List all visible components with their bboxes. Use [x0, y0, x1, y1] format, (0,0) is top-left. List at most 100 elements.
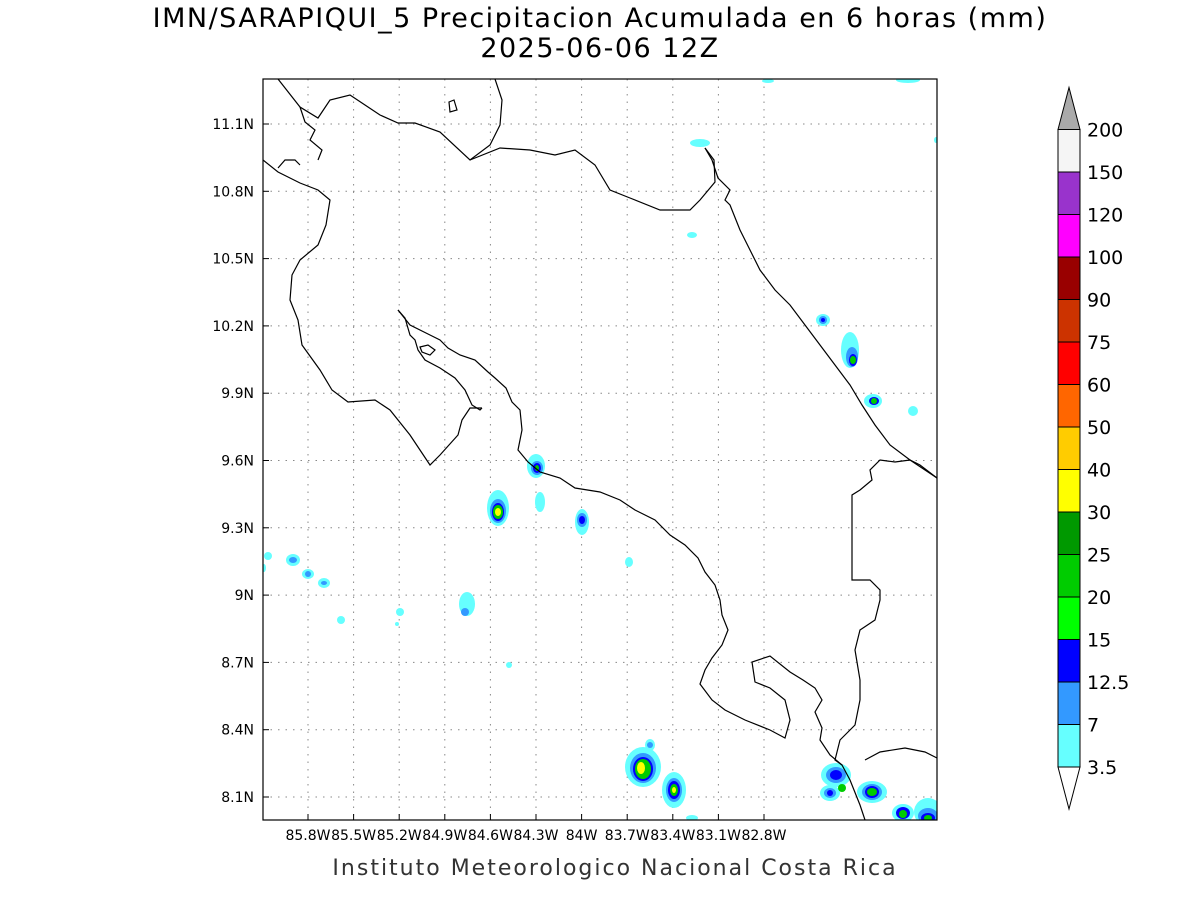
colorbar-level-label: 150 [1087, 162, 1123, 184]
y-tick-label: 9.3N [221, 521, 254, 537]
precip-area [289, 557, 297, 563]
precip-area [535, 492, 545, 512]
precip-area [637, 762, 645, 774]
colorbar-swatch [1057, 511, 1081, 555]
colorbar-level-label: 15 [1087, 630, 1111, 652]
precip-area [337, 616, 345, 624]
colorbar-level-label: 200 [1087, 120, 1123, 142]
colorbar-level-label: 100 [1087, 247, 1123, 269]
colorbar-swatch [1057, 129, 1081, 173]
precip-area [690, 139, 710, 147]
credit-text: Instituto Meteorologico Nacional Costa R… [332, 856, 898, 881]
y-tick-label: 10.5N [212, 252, 254, 268]
x-tick-label: 84.9W [422, 828, 467, 844]
coast-pacific-central [397, 309, 866, 820]
colorbar-max-arrow [1057, 85, 1081, 130]
colorbar-swatch [1057, 299, 1081, 343]
precip-area [908, 406, 918, 416]
x-tick-label: 84.6W [468, 828, 513, 844]
x-tick-label: 85.8W [285, 828, 330, 844]
precip-area [686, 815, 698, 820]
map-title: IMN/SARAPIQUI_5 Precipitacion Acumulada … [152, 3, 1048, 34]
coastline-north [277, 79, 503, 161]
colorbar-level-label: 20 [1087, 587, 1111, 609]
colorbar-swatch [1057, 214, 1081, 258]
x-tick-label: 84W [566, 828, 598, 844]
y-tick-label: 10.8N [212, 184, 254, 200]
x-tick-label: 83.4W [650, 828, 695, 844]
colorbar-swatch [1057, 554, 1081, 598]
map-subtitle-datetime: 2025-06-06 12Z [480, 33, 720, 64]
border-panama [834, 459, 937, 766]
precip-area [871, 398, 877, 404]
gulf-nicoya [397, 309, 483, 411]
chira-island [419, 344, 436, 356]
small-island-north [448, 99, 458, 113]
colorbar-swatch [1057, 469, 1081, 513]
precip-area [395, 622, 399, 626]
precip-area [495, 508, 501, 516]
precip-area [687, 232, 697, 238]
colorbar-swatch [1057, 171, 1081, 215]
y-tick-label: 10.2N [212, 319, 254, 335]
colorbar-level-label: 7 [1087, 715, 1099, 737]
precip-area [396, 608, 404, 616]
colorbar-level-label: 60 [1087, 375, 1111, 397]
precip-area [762, 79, 774, 83]
precip-area [934, 137, 937, 143]
colorbar-swatch [1057, 639, 1081, 683]
colorbar-swatch [1057, 596, 1081, 640]
precip-area [924, 815, 932, 820]
colorbar-level-label: 75 [1087, 332, 1111, 354]
y-tick-label: 9.9N [221, 386, 254, 402]
y-tick-label: 9N [235, 588, 254, 604]
precip-area [263, 564, 266, 572]
colorbar-min-arrow [1057, 766, 1081, 811]
y-axis-ticks: 11.1N 10.8N 10.5N 10.2N 9.9N 9.6N 9.3N 9N 8.7N 8.… [212, 117, 269, 806]
coastlines [263, 79, 937, 820]
nicoya-upper [277, 106, 323, 169]
precip-area [579, 516, 585, 524]
colorbar-swatch [1057, 681, 1081, 725]
precip-area [896, 79, 920, 83]
y-tick-label: 11.1N [212, 117, 254, 133]
precip-area [672, 787, 676, 793]
y-tick-label: 8.1N [221, 790, 254, 806]
nicoya-outer [263, 159, 482, 466]
colorbar-legend: 3.5 7 12.5 15 20 25 30 40 50 60 75 90 100 120 150 200 [1057, 85, 1129, 811]
colorbar-swatch [1057, 256, 1081, 300]
y-tick-label: 9.6N [221, 454, 254, 470]
colorbar-swatch [1057, 426, 1081, 470]
precipitation-areas [263, 79, 937, 820]
border-nicaragua [469, 147, 716, 211]
colorbar-level-label: 120 [1087, 205, 1123, 227]
precip-area [830, 770, 842, 780]
x-tick-label: 82.8W [741, 828, 786, 844]
precip-area [506, 662, 512, 668]
precip-area [838, 784, 846, 792]
y-tick-label: 8.7N [221, 655, 254, 671]
colorbar-swatch [1057, 341, 1081, 385]
colorbar-level-label: 30 [1087, 502, 1111, 524]
precip-area [850, 356, 856, 364]
colorbar-level-label: 50 [1087, 417, 1111, 439]
precip-area [535, 465, 539, 471]
precip-area [821, 318, 825, 322]
coast-panama-south [864, 747, 937, 761]
y-tick-label: 8.4N [221, 723, 254, 739]
precip-area [625, 557, 633, 567]
precip-area [867, 788, 877, 796]
x-axis-ticks: 85.8W 85.5W 85.2W 84.9W 84.6W 84.3W 84W 83.7W 83… [285, 814, 787, 844]
x-tick-label: 84.3W [513, 828, 558, 844]
x-tick-label: 85.5W [331, 828, 376, 844]
precip-area [461, 608, 469, 616]
colorbar-level-label: 90 [1087, 290, 1111, 312]
colorbar-level-label: 12.5 [1087, 672, 1129, 694]
precip-area [264, 552, 272, 560]
colorbar-swatch [1057, 384, 1081, 428]
colorbar-level-label: 25 [1087, 545, 1111, 567]
map-gridlines [263, 79, 937, 820]
precip-area [899, 810, 907, 818]
x-tick-label: 83.7W [605, 828, 650, 844]
